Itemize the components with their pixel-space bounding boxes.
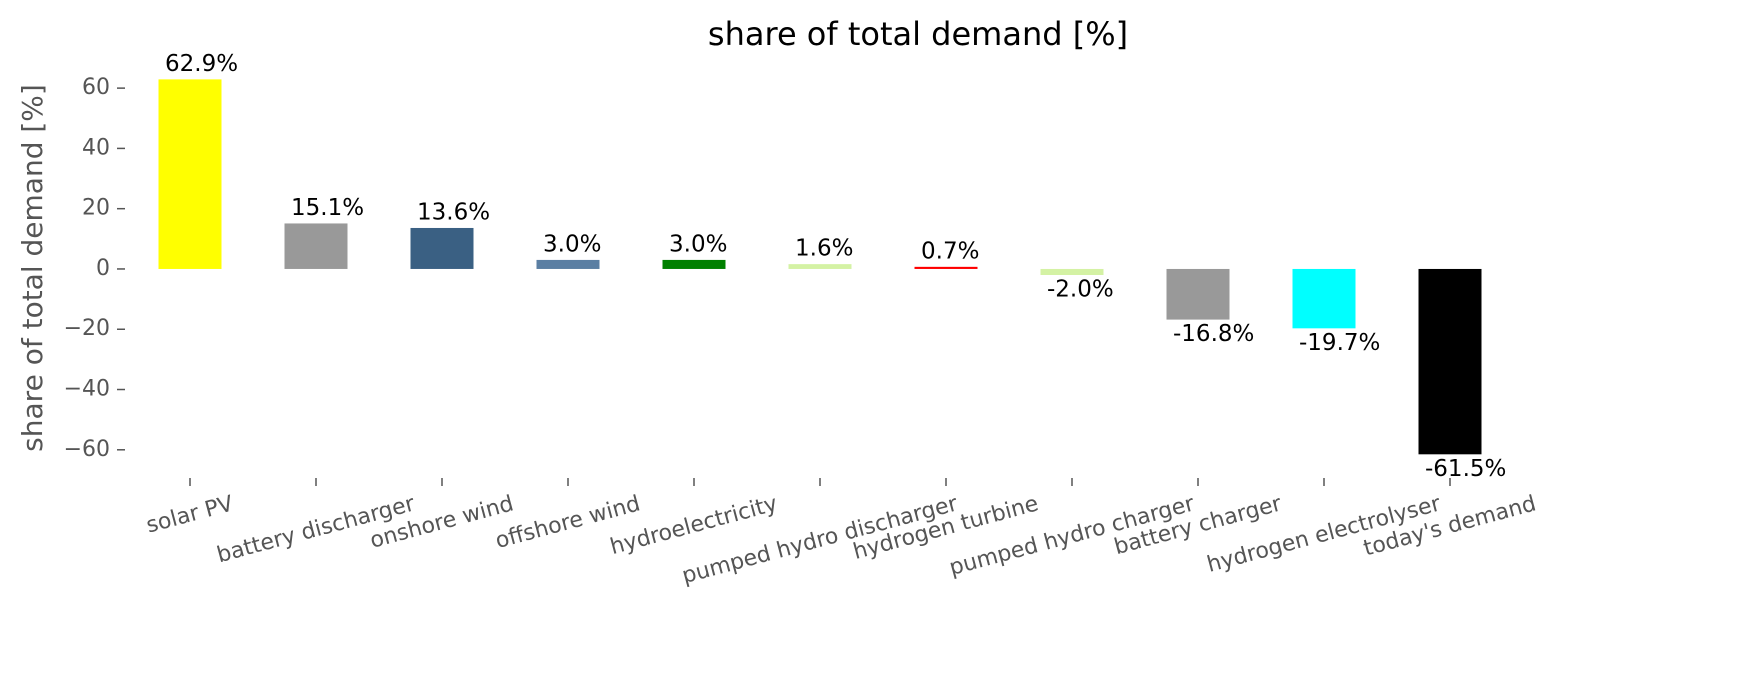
y-tick-label: 20 xyxy=(82,196,110,221)
bar xyxy=(1040,268,1104,275)
value-label: 3.0% xyxy=(669,231,727,257)
bar xyxy=(788,264,852,269)
bar xyxy=(410,227,474,269)
value-label: -61.5% xyxy=(1425,456,1506,482)
y-axis-label: share of total demand [%] xyxy=(16,84,49,452)
value-label: 3.0% xyxy=(543,231,601,257)
bar xyxy=(662,259,726,269)
y-tick-label: 60 xyxy=(82,75,110,100)
y-tick-label: 0 xyxy=(96,256,110,281)
y-tick-label: 40 xyxy=(82,135,110,160)
bar xyxy=(914,266,978,269)
value-label: 13.6% xyxy=(417,199,490,225)
x-tick-label: solar PV xyxy=(144,491,236,538)
value-label: 62.9% xyxy=(165,51,238,77)
value-label: -19.7% xyxy=(1299,330,1380,356)
value-label: -2.0% xyxy=(1047,276,1114,302)
bar xyxy=(158,79,222,269)
chart-title: share of total demand [%] xyxy=(708,15,1128,53)
bar xyxy=(1292,268,1356,329)
y-tick-label: −40 xyxy=(64,377,110,402)
bar xyxy=(1418,268,1482,455)
value-label: 15.1% xyxy=(291,195,364,221)
value-label: 0.7% xyxy=(921,238,979,264)
bar xyxy=(284,223,348,269)
bar xyxy=(536,259,600,269)
y-tick-label: −60 xyxy=(64,437,110,462)
y-tick-label: −20 xyxy=(64,316,110,341)
value-label: 1.6% xyxy=(795,236,853,262)
bar xyxy=(1166,268,1230,320)
value-label: -16.8% xyxy=(1173,321,1254,347)
